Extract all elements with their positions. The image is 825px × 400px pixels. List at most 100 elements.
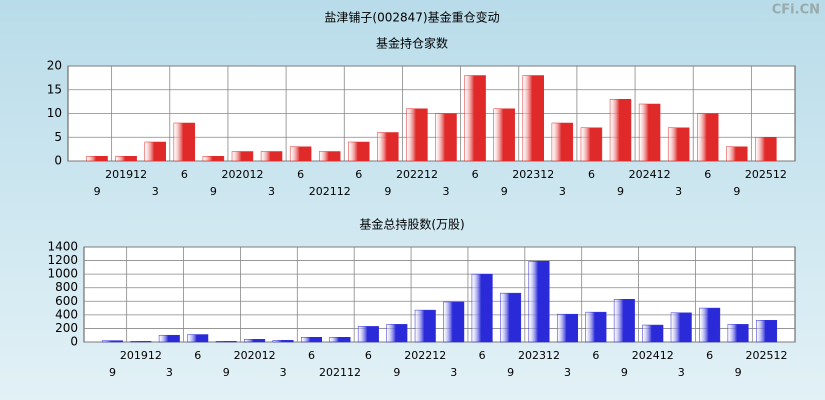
x-tick-label: 9: [733, 185, 740, 198]
x-tick-label: 6: [308, 349, 315, 362]
y-tick-label: 600: [55, 294, 78, 308]
bar: [173, 122, 196, 162]
x-tick-label: 3: [152, 185, 159, 198]
page-title: 盐津铺子(002847)基金重仓变动: [324, 10, 499, 25]
bar: [144, 141, 166, 162]
x-tick-label: 3: [166, 366, 173, 379]
bar: [443, 301, 465, 343]
y-tick-label: 10: [47, 106, 62, 120]
y-tick-label: 400: [55, 307, 78, 321]
bar: [471, 273, 493, 343]
x-tick-label: 6: [479, 349, 486, 362]
x-tick-label: 3: [675, 185, 682, 198]
bar: [414, 309, 436, 343]
bar: [357, 326, 379, 343]
x-tick-label: 9: [210, 185, 217, 198]
x-tick-label: 202112: [309, 185, 351, 198]
x-tick-label: 6: [706, 349, 713, 362]
x-tick-label: 6: [355, 168, 362, 181]
x-tick-label: 202212: [404, 349, 446, 362]
bar: [493, 108, 515, 162]
bar: [726, 146, 748, 162]
bar: [244, 339, 266, 343]
bar: [638, 103, 661, 162]
x-tick-label: 6: [181, 168, 188, 181]
x-tick-label: 202512: [745, 168, 787, 181]
x-tick-label: 201912: [120, 349, 162, 362]
x-tick-label: 202112: [319, 366, 361, 379]
bar: [556, 313, 578, 343]
x-tick-label: 202212: [396, 168, 438, 181]
x-tick-label: 3: [678, 366, 685, 379]
bar: [642, 324, 664, 343]
bar: [289, 146, 312, 162]
y-tick-label: 0: [70, 335, 78, 349]
bar: [301, 337, 323, 343]
bar: [215, 341, 237, 343]
bar: [115, 156, 137, 162]
bar: [377, 132, 399, 162]
bar: [130, 341, 152, 343]
bar: [406, 108, 428, 162]
x-tick-label: 9: [507, 366, 514, 379]
x-tick-label: 3: [450, 366, 457, 379]
subplot-title: 基金持仓家数: [376, 36, 448, 51]
y-tick-label: 15: [47, 82, 62, 96]
y-tick-label: 20: [47, 59, 62, 73]
x-tick-label: 201912: [105, 168, 147, 181]
y-tick-label: 1000: [47, 267, 78, 281]
y-tick-label: 800: [55, 280, 78, 294]
x-tick-label: 202012: [234, 349, 276, 362]
bar: [260, 151, 283, 162]
x-tick-label: 6: [704, 168, 711, 181]
x-tick-label: 6: [297, 168, 304, 181]
bar: [386, 324, 408, 343]
x-tick-label: 9: [393, 366, 400, 379]
x-tick-label: 9: [617, 185, 624, 198]
bar: [464, 75, 486, 162]
bar: [348, 141, 370, 162]
x-tick-label: 3: [268, 185, 275, 198]
bar: [435, 113, 457, 162]
x-tick-label: 6: [588, 168, 595, 181]
x-tick-label: 202412: [629, 168, 671, 181]
x-tick-label: 9: [223, 366, 230, 379]
x-tick-label: 6: [194, 349, 201, 362]
x-tick-label: 3: [443, 185, 450, 198]
bar: [756, 320, 778, 343]
bar: [699, 307, 721, 343]
x-tick-label: 9: [621, 366, 628, 379]
bar: [158, 334, 180, 343]
bar: [522, 75, 544, 162]
x-tick-label: 9: [501, 185, 508, 198]
x-tick-label: 202012: [221, 168, 263, 181]
x-tick-label: 6: [592, 349, 599, 362]
bar: [329, 337, 351, 343]
bar: [727, 324, 749, 343]
y-tick-label: 1200: [47, 253, 78, 267]
x-tick-label: 3: [559, 185, 566, 198]
x-tick-label: 9: [109, 366, 116, 379]
watermark: CFi.CN: [772, 3, 820, 18]
x-tick-label: 3: [280, 366, 287, 379]
x-tick-label: 9: [94, 185, 101, 198]
bar: [609, 99, 632, 162]
bar: [667, 127, 690, 162]
y-tick-label: 5: [54, 130, 62, 144]
bar: [528, 261, 550, 343]
bar: [670, 312, 692, 343]
x-tick-label: 202412: [632, 349, 674, 362]
bar: [231, 151, 254, 162]
bar: [551, 122, 574, 162]
bar: [202, 156, 225, 162]
bar: [580, 127, 603, 162]
bar: [697, 113, 719, 162]
bar: [101, 340, 123, 343]
x-tick-label: 202512: [746, 349, 788, 362]
bar: [86, 156, 108, 162]
x-tick-label: 3: [564, 366, 571, 379]
x-tick-label: 202312: [518, 349, 560, 362]
x-tick-label: 202312: [512, 168, 554, 181]
x-tick-label: 9: [735, 366, 742, 379]
